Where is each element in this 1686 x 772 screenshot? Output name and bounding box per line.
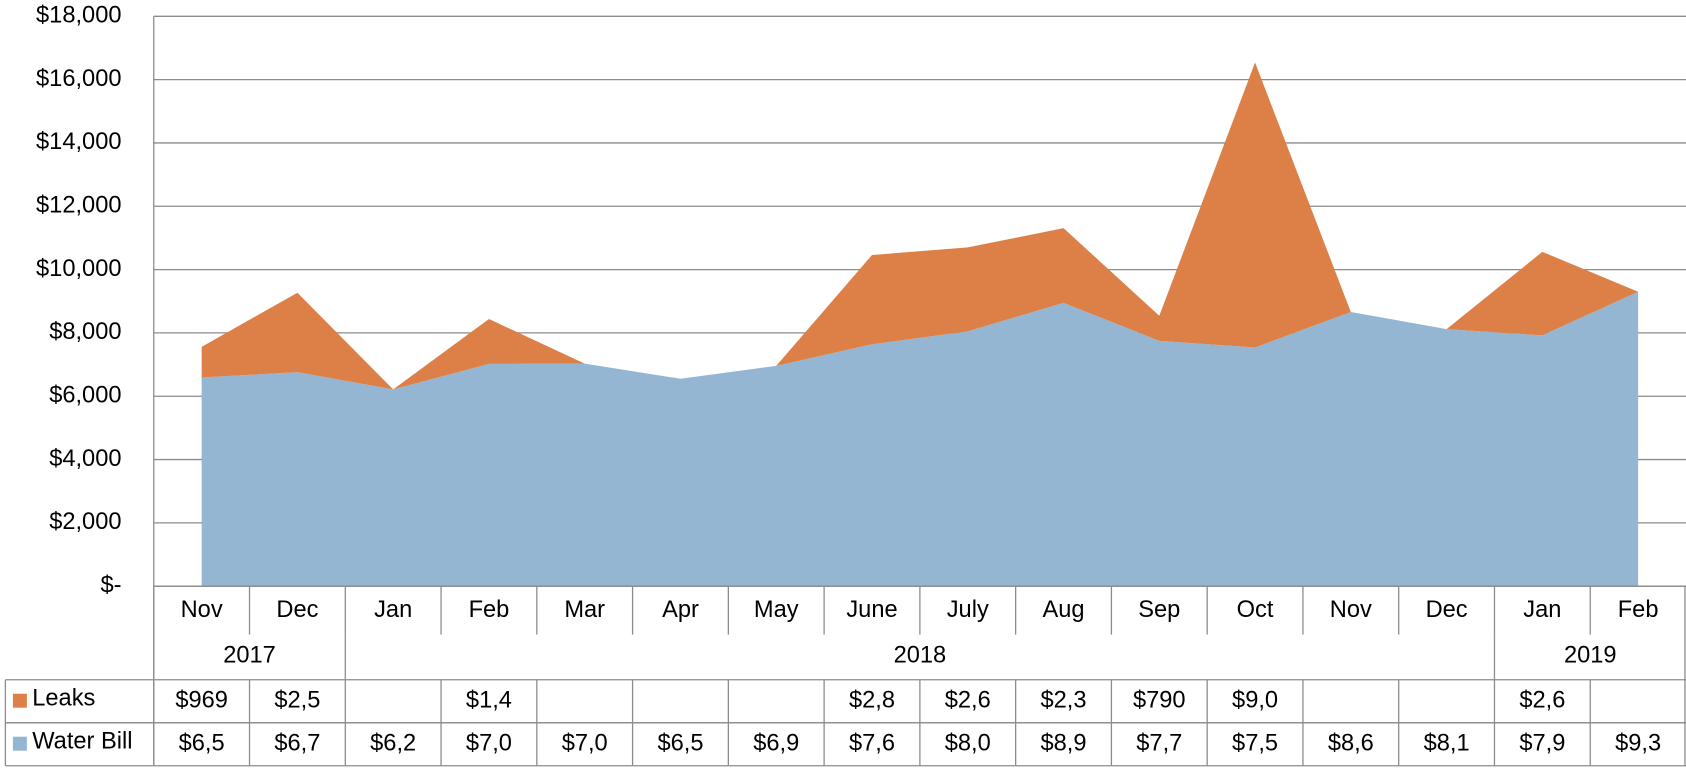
table-value: $2,3 <box>1041 687 1087 713</box>
x-tick-label: Sep <box>1138 597 1180 623</box>
legend-label: Leaks <box>32 685 95 711</box>
table-value: $969 <box>175 687 228 713</box>
area <box>201 62 1639 390</box>
table-value: $7,6 <box>849 730 895 756</box>
x-tick-label: Dec <box>276 597 318 623</box>
y-tick-label: $12,000 <box>36 193 121 219</box>
y-tick-label: $6,000 <box>49 382 121 408</box>
legend-swatch <box>12 693 27 708</box>
table-value: $9,3 <box>1615 730 1661 756</box>
x-tick-label: Nov <box>181 597 223 623</box>
table-value: $9,0 <box>1232 687 1278 713</box>
y-tick-label: $- <box>100 572 121 598</box>
x-tick-label: May <box>754 597 799 623</box>
y-tick-label: $2,000 <box>49 509 121 535</box>
group-label: 2019 <box>1564 642 1617 668</box>
x-tick-label: Dec <box>1426 597 1468 623</box>
x-tick-label: July <box>947 597 989 623</box>
table-value: $790 <box>1133 687 1186 713</box>
x-tick-label: Apr <box>662 597 699 623</box>
x-tick-label: Aug <box>1042 597 1084 623</box>
table-value: $1,4 <box>466 687 512 713</box>
table-value: $8,9 <box>1041 730 1087 756</box>
group-label: 2018 <box>894 642 947 668</box>
y-tick-label: $16,000 <box>36 66 121 92</box>
x-tick-label: June <box>846 597 897 623</box>
table-value: $7,5 <box>1232 730 1278 756</box>
table-value: $6,7 <box>274 730 320 756</box>
table-value: $7,0 <box>562 730 608 756</box>
x-tick-label: Nov <box>1330 597 1372 623</box>
table-value: $6,5 <box>179 730 225 756</box>
table-value: $6,9 <box>753 730 799 756</box>
legend-label: Water Bill <box>32 728 132 754</box>
table-value: $2,5 <box>274 687 320 713</box>
table-value: $7,9 <box>1519 730 1565 756</box>
table-value: $2,6 <box>945 687 991 713</box>
table-value: $8,0 <box>945 730 991 756</box>
x-tick-label: Jan <box>374 597 412 623</box>
x-tick-label: Jan <box>1523 597 1561 623</box>
table-value: $6,5 <box>657 730 703 756</box>
x-tick-label: Oct <box>1237 597 1274 623</box>
legend-swatch <box>12 736 27 751</box>
table-value: $2,6 <box>1519 687 1565 713</box>
table-value: $7,7 <box>1136 730 1182 756</box>
table-value: $6,2 <box>370 730 416 756</box>
group-label: 2017 <box>223 642 276 668</box>
y-tick-label: $18,000 <box>36 3 121 29</box>
table-value: $2,8 <box>849 687 895 713</box>
table-value: $7,0 <box>466 730 512 756</box>
table-value: $8,6 <box>1328 730 1374 756</box>
area <box>201 291 1639 587</box>
x-tick-label: Feb <box>1618 597 1659 623</box>
x-tick-label: Feb <box>469 597 510 623</box>
table-value: $8,1 <box>1424 730 1470 756</box>
x-tick-label: Mar <box>564 597 605 623</box>
y-tick-label: $10,000 <box>36 256 121 282</box>
y-tick-label: $4,000 <box>49 446 121 472</box>
y-tick-label: $14,000 <box>36 129 121 155</box>
y-tick-label: $8,000 <box>49 319 121 345</box>
